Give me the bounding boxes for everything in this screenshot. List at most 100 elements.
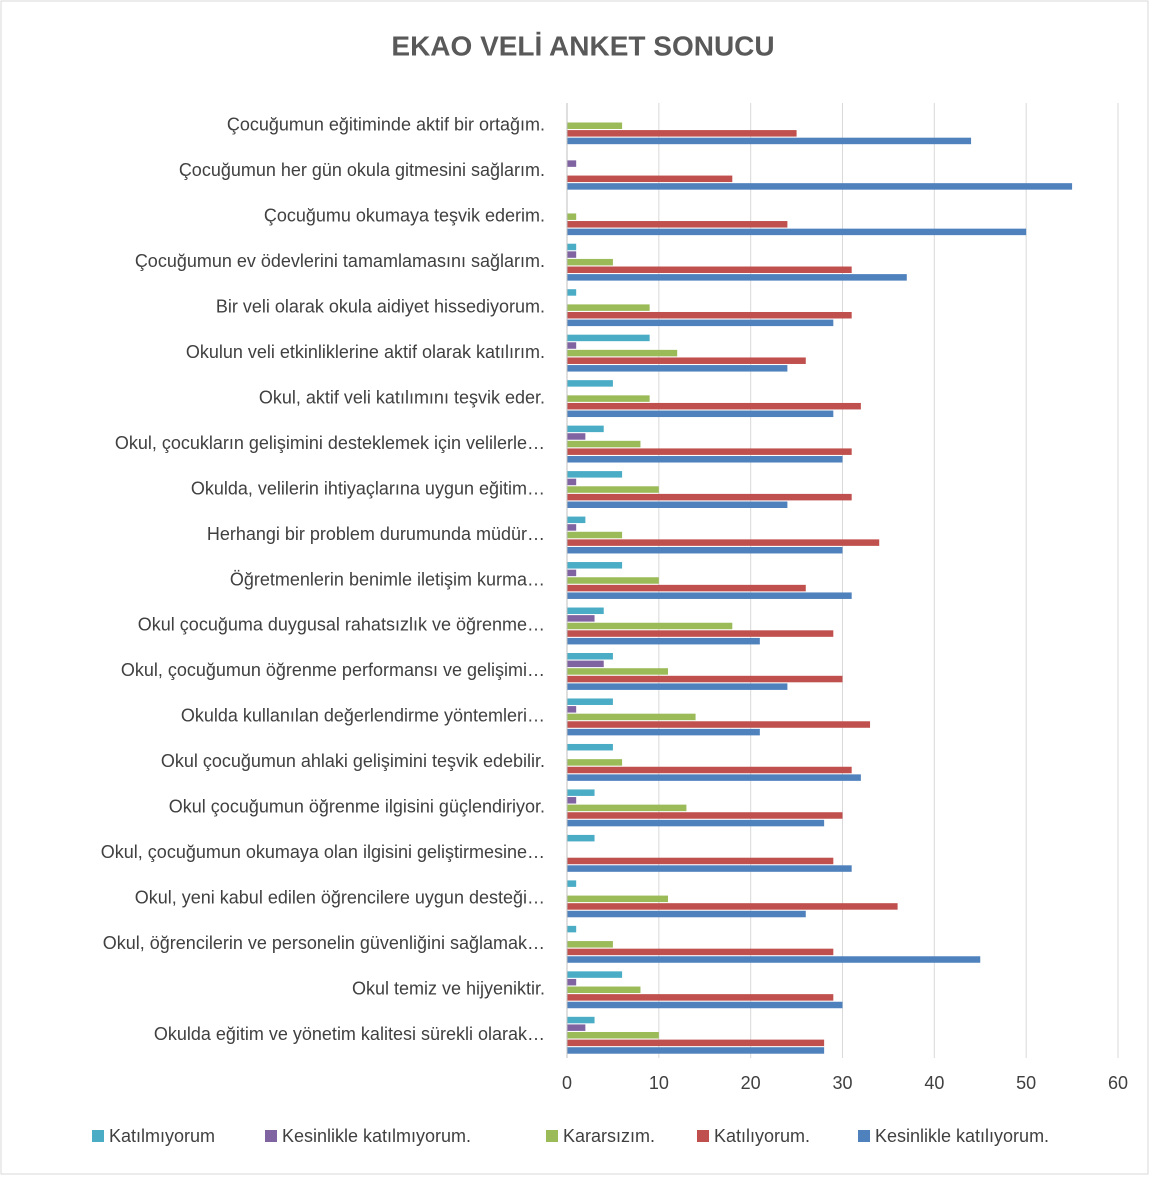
bar (567, 584, 806, 592)
bar (567, 660, 604, 668)
bar (567, 812, 843, 819)
bar (567, 857, 834, 865)
bar (567, 380, 613, 387)
y-tick-label: Herhangi bir problem durumunda müdür… (207, 524, 545, 544)
legend-label: Kararsızım. (563, 1126, 655, 1146)
bar (567, 1016, 595, 1024)
y-tick-label: Çocuğumu okumaya teşvik ederim. (264, 205, 545, 225)
bar (567, 493, 852, 501)
bar (567, 925, 577, 933)
y-tick-label: Çocuğumun eğitiminde aktif bir ortağım. (227, 114, 545, 134)
bar (567, 402, 861, 410)
bar (567, 1039, 825, 1047)
bar (567, 819, 825, 827)
bar (567, 978, 577, 986)
y-tick-label: Okul, çocuğumun öğrenme performansı ve g… (121, 660, 545, 680)
bar (567, 986, 641, 994)
y-tick-label: Okul, öğrencilerin ve personelin güvenli… (103, 933, 545, 953)
bar (567, 357, 806, 364)
bar (567, 213, 577, 220)
bar (567, 175, 733, 183)
bar (567, 759, 623, 766)
bar (567, 675, 843, 683)
bar (567, 531, 623, 539)
bar (567, 1001, 843, 1009)
y-tick-label: Okulun veli etkinliklerine aktif olarak … (186, 342, 545, 362)
legend-label: Katılıyorum. (714, 1126, 810, 1146)
y-tick-label: Okul çocuğumun öğrenme ilgisini güçlendi… (169, 797, 545, 817)
bar (567, 501, 788, 508)
bar (567, 948, 834, 956)
bar (567, 797, 577, 804)
bar (567, 410, 834, 418)
bar (567, 448, 852, 455)
bar (567, 258, 613, 266)
bar (567, 910, 806, 918)
bar (567, 804, 687, 812)
bar (567, 668, 669, 675)
bar (567, 539, 880, 546)
bar (567, 630, 834, 637)
bar (567, 395, 650, 402)
bar (567, 440, 641, 448)
bar (567, 122, 623, 129)
x-tick-label: 10 (649, 1073, 669, 1093)
bar (567, 1024, 586, 1031)
bar (567, 941, 613, 948)
bar (567, 895, 669, 903)
y-tick-label: Okul, aktif veli katılımını teşvik eder. (259, 387, 545, 407)
bar (567, 971, 623, 978)
bar (567, 728, 760, 736)
bar (567, 865, 852, 872)
bar (567, 251, 577, 258)
y-tick-label: Öğretmenlerin benimle iletişim kurma… (230, 569, 545, 589)
bar (567, 774, 861, 781)
y-tick-label: Okulda, velilerin ihtiyaçlarına uygun eğ… (191, 478, 545, 498)
bar (567, 562, 623, 569)
bar (567, 766, 852, 774)
bar (567, 834, 595, 842)
bar (567, 456, 843, 463)
y-tick-label: Okul, yeni kabul edilen öğrencilere uygu… (135, 888, 545, 908)
bar (567, 221, 788, 228)
y-tick-label: Çocuğumun ev ödevlerini tamamlamasını sa… (135, 251, 545, 271)
bar (567, 706, 577, 713)
bar (567, 721, 871, 728)
bar (567, 698, 613, 705)
legend-swatch (858, 1130, 870, 1142)
bar (567, 569, 577, 577)
bar (567, 243, 577, 251)
bar (567, 880, 577, 887)
y-tick-label: Bir veli olarak okula aidiyet hissediyor… (216, 296, 545, 316)
bar (567, 994, 834, 1001)
bar (567, 1047, 825, 1054)
bar (567, 546, 843, 554)
bar (567, 289, 577, 296)
legend-swatch (92, 1130, 104, 1142)
chart-title: EKAO VELİ ANKET SONUCU (391, 30, 774, 61)
y-tick-label: Okul temiz ve hijyeniktir. (352, 979, 545, 999)
y-tick-label: Okul, çocukların gelişimini desteklemek … (115, 433, 545, 453)
bar (567, 137, 972, 145)
legend-label: Kesinlikle katılmıyorum. (282, 1126, 471, 1146)
bar (567, 486, 659, 493)
y-tick-label: Okul çocuğumun ahlaki gelişimini teşvik … (161, 751, 545, 771)
bar (567, 622, 733, 630)
bar (567, 228, 1027, 236)
legend-swatch (697, 1130, 709, 1142)
y-tick-label: Okul çocuğuma duygusal rahatsızlık ve öğ… (138, 615, 545, 635)
y-tick-label: Çocuğumun her gün okula gitmesini sağlar… (179, 160, 545, 180)
bar (567, 349, 678, 357)
bar (567, 592, 852, 599)
bar (567, 577, 659, 584)
bar (567, 274, 907, 281)
bar (567, 743, 613, 751)
x-tick-label: 60 (1108, 1073, 1128, 1093)
y-tick-label: Okulda kullanılan değerlendirme yöntemle… (181, 706, 545, 726)
x-tick-label: 0 (562, 1073, 572, 1093)
bar (567, 130, 797, 137)
bar (567, 524, 577, 531)
legend-swatch (265, 1130, 277, 1142)
bar (567, 433, 586, 440)
